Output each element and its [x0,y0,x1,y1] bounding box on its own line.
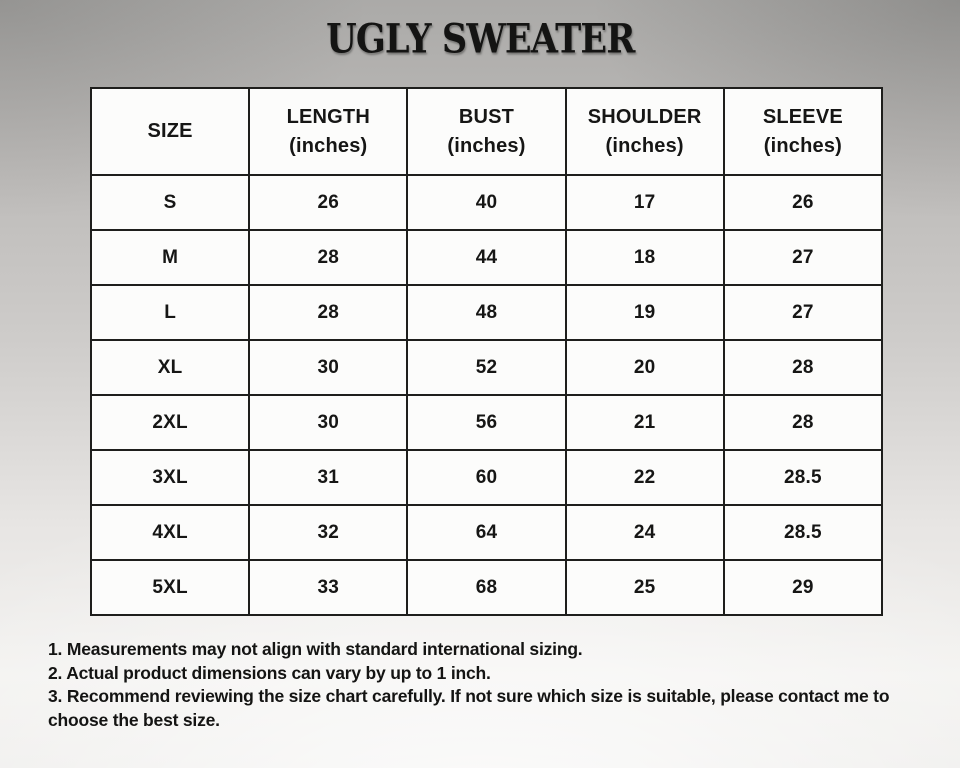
table-row: XL 30 52 20 28 [89,339,884,396]
measurement-cell: 18 [564,229,725,286]
measurement-cell: 28 [248,284,409,341]
page-title-text: UGLY SWEATER [325,15,635,63]
size-cell: XL [89,339,251,396]
size-table-body: S 26 40 17 26 M 28 44 18 27 L 28 48 19 27 XL 30 52 20 28 2XL… [89,174,884,616]
measurement-cell: 20 [564,339,725,396]
measurement-cell: 52 [406,339,567,396]
measurement-cell: 21 [564,394,725,451]
size-cell: 4XL [89,504,251,561]
measurement-cell: 28.5 [722,449,884,506]
column-header-label: BUST [458,105,515,128]
size-cell: 3XL [89,449,251,506]
measurement-cell: 68 [406,559,567,616]
footnote-line: 1. Measurements may not align with stand… [48,639,583,659]
measurement-cell: 48 [406,284,567,341]
measurement-cell: 26 [248,174,409,231]
measurement-cell: 56 [406,394,567,451]
size-cell: 2XL [89,394,251,451]
measurement-cell: 27 [722,284,884,341]
measurement-cell: 28 [248,229,409,286]
measurement-cell: 22 [564,449,725,506]
table-row: 4XL 32 64 24 28.5 [89,504,884,561]
table-row: L 28 48 19 27 [89,284,884,341]
measurement-cell: 25 [564,559,725,616]
table-row: 5XL 33 68 25 29 [89,559,884,616]
column-header-label: SIZE [147,120,193,142]
measurement-cell: 27 [722,229,884,286]
column-header-label: LENGTH [286,105,370,128]
column-header-shoulder: SHOULDER (inches) [564,87,725,176]
measurement-cell: 28.5 [722,504,884,561]
table-row: M 28 44 18 27 [89,229,884,286]
measurement-cell: 32 [248,504,409,561]
column-header-sub: (inches) [289,134,368,157]
measurement-cell: 28 [722,394,884,451]
column-header-sub: (inches) [447,134,526,157]
column-header-label: SHOULDER [587,105,702,128]
size-table-header: SIZE LENGTH (inches) BUST (inches) SHOULDE… [89,87,884,176]
table-row: 3XL 31 60 22 28.5 [89,449,884,506]
size-cell: 5XL [89,559,251,616]
footnote-line: 2. Actual product dimensions can vary by… [48,662,491,683]
size-cell: S [89,174,251,231]
table-row: S 26 40 17 26 [89,174,884,231]
measurement-cell: 60 [406,449,567,506]
measurement-cell: 30 [248,339,409,396]
column-header-bust: BUST (inches) [406,87,567,176]
size-cell: L [89,284,251,341]
measurement-cell: 29 [722,559,884,616]
measurement-cell: 26 [722,174,884,231]
measurement-cell: 19 [564,284,725,341]
footnotes: 1. Measurements may not align with stand… [48,638,936,732]
column-header-size: SIZE [89,87,251,176]
measurement-cell: 33 [248,559,409,616]
column-header-sub: (inches) [605,134,684,157]
column-header-sleeve: SLEEVE (inches) [722,87,884,176]
column-header-length: LENGTH (inches) [248,87,409,176]
footnote-line: choose the best size. [48,709,220,730]
measurement-cell: 28 [722,339,884,396]
measurement-cell: 44 [406,229,567,286]
measurement-cell: 30 [248,394,409,451]
column-header-sub: (inches) [763,134,843,157]
header-row: SIZE LENGTH (inches) BUST (inches) SHOULDE… [89,87,884,176]
size-cell: M [89,229,251,286]
measurement-cell: 24 [564,504,725,561]
size-chart-table: SIZE LENGTH (inches) BUST (inches) SHOULDE… [89,87,884,616]
measurement-cell: 31 [248,449,409,506]
column-header-label: SLEEVE [762,105,843,128]
measurement-cell: 17 [564,174,725,231]
table-row: 2XL 30 56 21 28 [89,394,884,451]
measurement-cell: 64 [406,504,567,561]
measurement-cell: 40 [406,174,567,231]
page-title: UGLY SWEATER [0,15,960,63]
footnote-line: 3. Recommend reviewing the size chart ca… [48,686,890,707]
